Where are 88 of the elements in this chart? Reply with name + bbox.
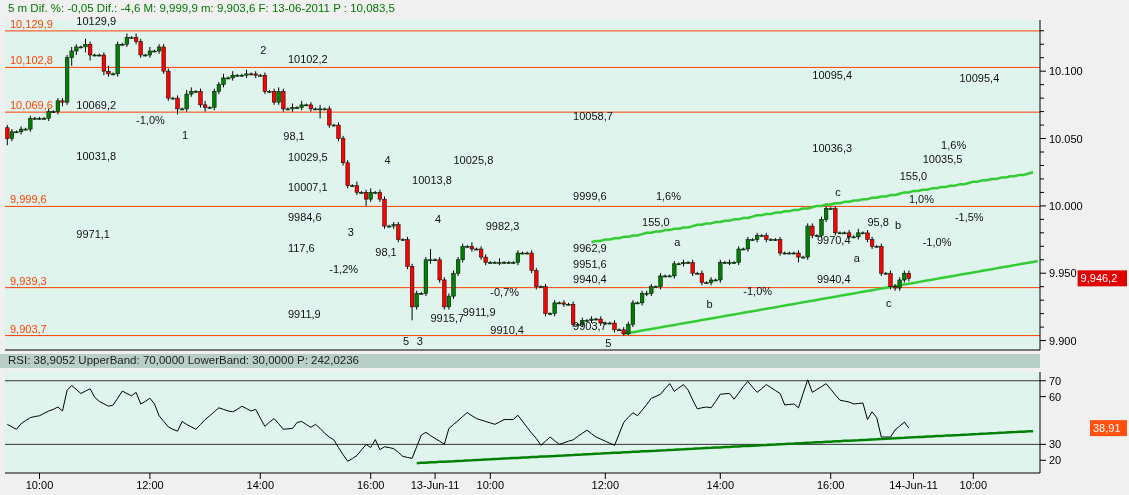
annotation: -0,7% <box>490 286 520 299</box>
annotation: 10102,2 <box>287 53 328 66</box>
annotation: b <box>706 298 713 311</box>
y-tick-label: 10.100 <box>1049 65 1083 78</box>
annotation: 3 <box>347 225 354 238</box>
x-tick-label: 13-Jun-11 <box>410 479 460 491</box>
text: 9,946,2 <box>1080 272 1118 285</box>
annotation: 98,1 <box>375 245 397 258</box>
y-tick-label: 30 <box>1049 438 1062 451</box>
text: 38,91 <box>1093 422 1121 435</box>
annotation: 1,6% <box>941 139 967 152</box>
annotation: 155,0 <box>899 170 928 183</box>
y-tick-label: 10.000 <box>1049 199 1083 212</box>
annotation: 155,0 <box>642 216 670 229</box>
x-tick-label: 10:00 <box>25 479 54 491</box>
annotation: -1,2% <box>329 263 359 276</box>
annotation: 10095,4 <box>812 69 853 82</box>
annotation: 10031,8 <box>76 150 117 163</box>
annotation: b <box>895 218 902 231</box>
chart-title: RSI: 38,9052 UpperBand: 70,0000 LowerBand: 30,0000 P: 242,0236 <box>8 354 360 366</box>
annotation: -1,0% <box>922 236 952 249</box>
annotation: 1 <box>182 128 189 141</box>
annotation: 3 <box>416 334 423 347</box>
ref-line-label: 9,939,3 <box>10 274 47 287</box>
annotation: 1,0% <box>908 193 935 206</box>
line-series <box>415 429 1035 465</box>
y-tick-label: 70 <box>1049 374 1062 387</box>
annotation: -1,0% <box>136 113 166 126</box>
annotation: 9971,1 <box>76 228 110 241</box>
x-tick-label: 10:00 <box>476 479 505 491</box>
annotation: 9999,6 <box>573 190 607 203</box>
annotation: 9984,6 <box>287 210 322 223</box>
annotation: 10095,4 <box>959 71 1000 84</box>
annotation: -1,0% <box>743 284 773 297</box>
annotation: 10069,2 <box>76 98 117 111</box>
ref-line-label: 10,069,6 <box>10 99 53 112</box>
candlestick <box>5 124 10 146</box>
annotation: c <box>835 186 842 199</box>
annotation: a <box>853 252 861 265</box>
y-tick-label: 20 <box>1049 454 1062 467</box>
y-tick-label: 9.900 <box>1049 334 1077 347</box>
annotation: 9911,9 <box>462 306 496 319</box>
annotation: 4 <box>384 154 391 167</box>
annotation: 117,6 <box>287 241 315 254</box>
x-tick-label: 16:00 <box>816 479 845 491</box>
annotation: a <box>674 236 682 249</box>
annotation: 9911,9 <box>287 307 321 320</box>
annotation: 5 <box>402 334 410 347</box>
annotation: 10007,1 <box>287 181 328 194</box>
annotation: 9951,6 <box>573 257 607 270</box>
annotation: 10029,5 <box>287 151 328 164</box>
annotation: 10058,7 <box>573 109 613 122</box>
y-tick-label: 10.050 <box>1049 132 1083 145</box>
ref-line-label: 9,999,6 <box>10 193 47 206</box>
annotation: 10013,8 <box>412 174 452 187</box>
x-tick-label: 14:00 <box>246 479 275 491</box>
x-tick-label: 12:00 <box>591 479 620 491</box>
annotation: 10025,8 <box>453 154 494 167</box>
annotation: 10035,5 <box>922 152 963 165</box>
x-tick-label: 16:00 <box>356 479 385 491</box>
annotation: 10036,3 <box>812 142 853 154</box>
annotation: 9903,7 <box>573 319 607 332</box>
annotation: 9962,9 <box>573 241 607 254</box>
x-tick-label: 10:00 <box>959 479 988 491</box>
x-tick-label: 14-Jun-11 <box>889 479 938 491</box>
annotation: 9940,4 <box>816 272 851 285</box>
y-tick-label: 60 <box>1049 390 1062 403</box>
annotation: 9940,4 <box>573 272 607 285</box>
ref-line-label: 10,102,8 <box>10 54 53 67</box>
annotation: c <box>885 296 892 309</box>
annotation: 4 <box>435 213 442 226</box>
annotation: 95,8 <box>867 216 889 229</box>
line-series <box>6 379 910 462</box>
annotation: 9970,4 <box>816 233 851 246</box>
ref-line-label: 9,903,7 <box>10 322 47 335</box>
annotation: -1,5% <box>954 210 984 223</box>
x-tick-label: 12:00 <box>136 479 164 491</box>
annotation: 98,1 <box>283 129 305 142</box>
chart-title: 5 m Dif. %: -0,05 Dif.: -4,6 M: 9,999,9 m: 9,903,6 F: 13-06-2011 P : 10,083,5 <box>8 2 395 14</box>
ref-line-label: 10,129,9 <box>10 17 53 30</box>
annotation: 9982,3 <box>485 220 520 233</box>
annotation: 2 <box>260 43 267 56</box>
x-tick-label: 14:00 <box>706 479 735 491</box>
annotation: 9910,4 <box>490 323 524 336</box>
annotation: 1,6% <box>655 190 682 203</box>
annotation: 5 <box>605 337 612 350</box>
y-tick-label: 9.950 <box>1049 267 1077 280</box>
annotation: 10129,9 <box>76 15 117 28</box>
